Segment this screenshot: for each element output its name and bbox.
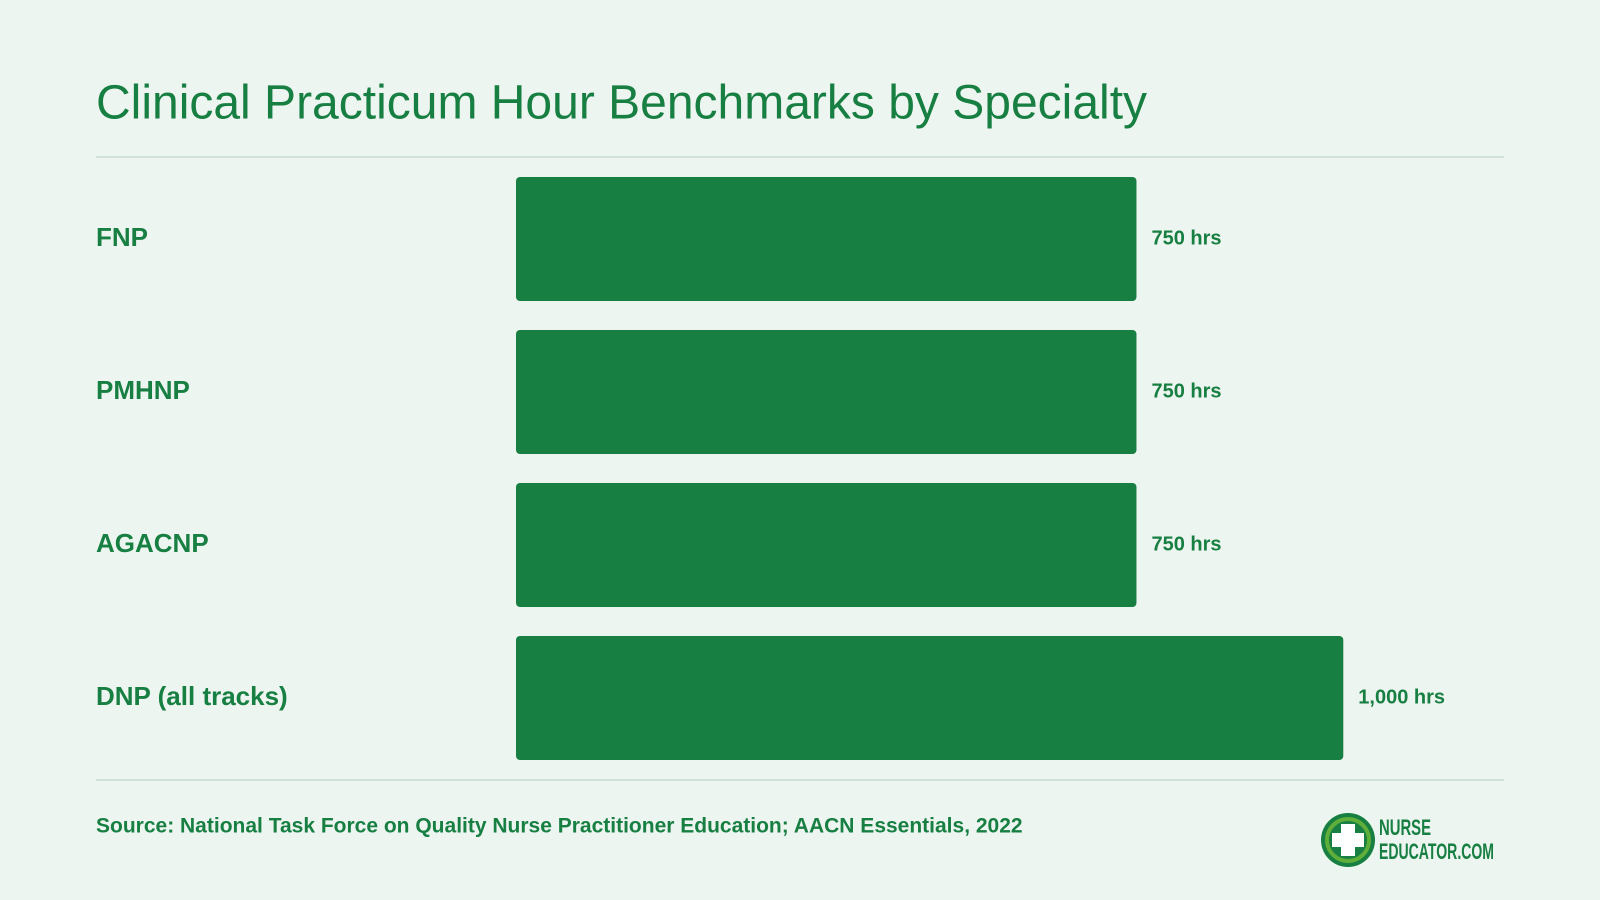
chart-title: Clinical Practicum Hour Benchmarks by Sp… xyxy=(96,77,1147,130)
logo-cross xyxy=(1332,824,1364,856)
source-note: Source: National Task Force on Quality N… xyxy=(96,815,1023,838)
value-label: 750 hrs xyxy=(1151,380,1221,402)
category-label: AGACNP xyxy=(96,528,209,558)
logo-ring xyxy=(1325,817,1371,863)
logo-text: NURSE xyxy=(1379,815,1431,840)
value-label: 750 hrs xyxy=(1151,533,1221,555)
logo: NURSE EDUCATOR.COM xyxy=(1321,813,1494,867)
category-label: DNP (all tracks) xyxy=(96,681,288,711)
category-label: PMHNP xyxy=(96,375,190,405)
bar xyxy=(516,636,1344,760)
value-label: 750 hrs xyxy=(1151,227,1221,249)
bar xyxy=(516,330,1137,454)
bar xyxy=(516,483,1137,607)
value-label: 1,000 hrs xyxy=(1358,686,1445,708)
bar xyxy=(516,177,1137,301)
logo-text: EDUCATOR.COM xyxy=(1379,839,1494,864)
category-label: FNP xyxy=(96,222,148,252)
